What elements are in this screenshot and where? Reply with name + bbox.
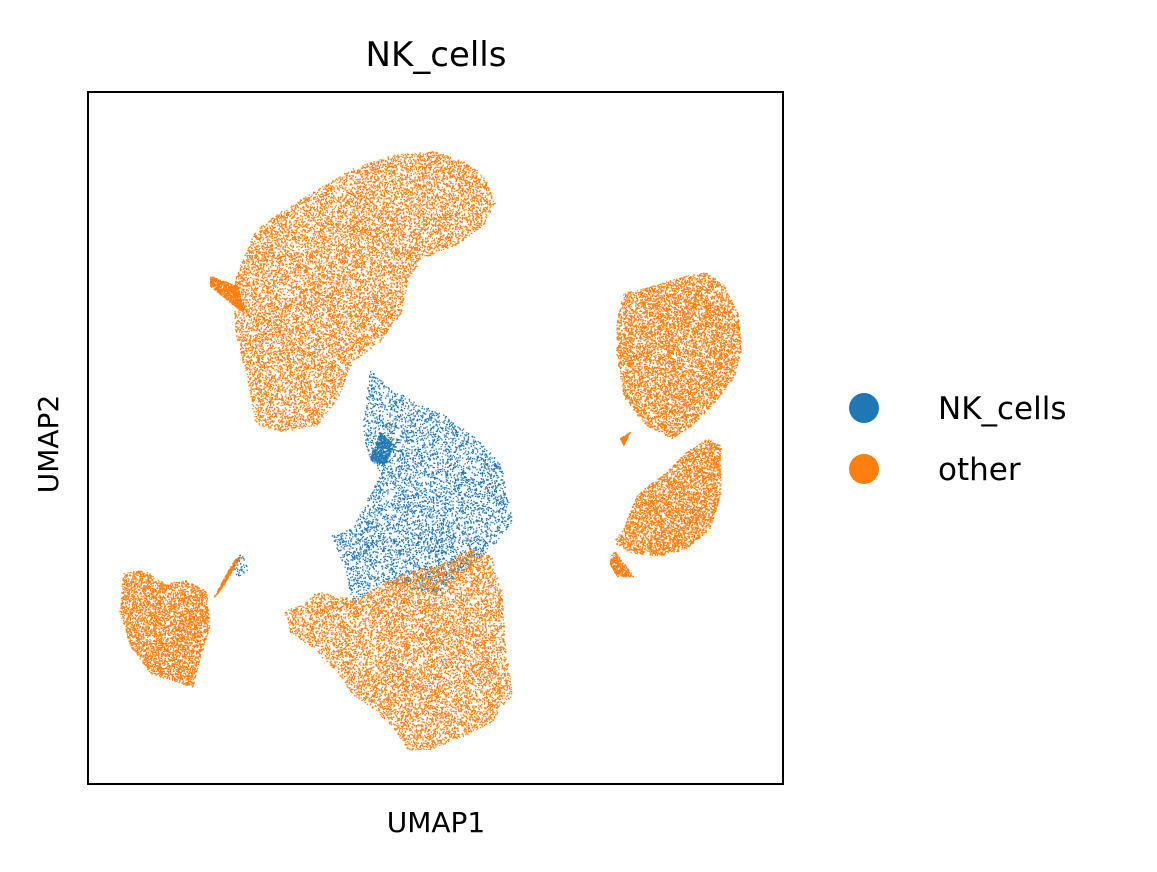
x-axis-label: UMAP1 <box>387 806 486 839</box>
scatter-point-group <box>234 151 496 432</box>
scatter-point-group <box>370 432 395 466</box>
cluster-NK_cells-2 <box>331 371 513 605</box>
scatter-point-group <box>615 439 722 557</box>
cluster-NK_cells-10 <box>370 432 395 466</box>
scatter-point-group <box>331 371 513 605</box>
legend-marker-other <box>849 454 879 484</box>
legend-marker-NK_cells <box>849 393 879 423</box>
scatter-point-group <box>119 570 211 688</box>
y-axis-label: UMAP2 <box>32 395 65 494</box>
cluster-other-1 <box>209 276 245 314</box>
cluster-other-5 <box>615 439 722 557</box>
plot-frame <box>87 91 784 785</box>
scatter-point-group <box>209 276 245 314</box>
scatter-point-group <box>233 554 248 577</box>
cluster-other-8 <box>213 556 242 598</box>
cluster-other-11 <box>620 432 631 446</box>
cluster-NK_cells-9 <box>233 554 248 577</box>
scatter-point-group <box>616 272 742 439</box>
cluster-other-3 <box>284 549 513 751</box>
scatter-point-group <box>284 549 513 751</box>
legend-label-NK_cells: NK_cells <box>938 391 1067 427</box>
cluster-other-7 <box>119 570 211 688</box>
cluster-other-4 <box>616 272 742 439</box>
scatter-points <box>119 151 742 751</box>
scatter-point-group <box>213 556 242 598</box>
cluster-other-6 <box>609 551 634 578</box>
scatter-point-group <box>609 551 634 578</box>
legend-label-other: other <box>938 452 1021 488</box>
cluster-other-0 <box>234 151 496 432</box>
chart-title: NK_cells <box>366 35 507 75</box>
scatter-point-group <box>620 432 631 446</box>
